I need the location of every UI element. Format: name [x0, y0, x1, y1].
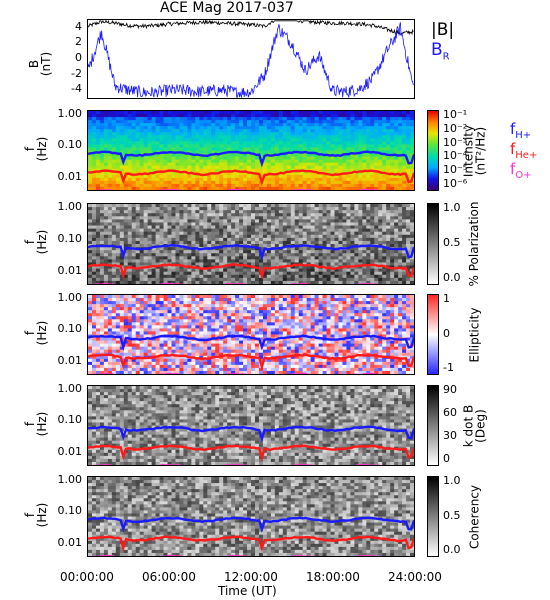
freq-ytick-label: 0.01: [57, 536, 83, 550]
coherency-colorbar-tick: 1.0: [443, 474, 461, 487]
ellipticity-spectrogram: [88, 295, 414, 374]
coherency-colorbar: [427, 476, 439, 557]
kdotb-spectrogram: [88, 386, 414, 465]
legend-b-total: |B|: [431, 20, 455, 40]
polarization-colorbar: [427, 203, 439, 285]
intensity-colorbar-label: Intensity (nT²/Hz): [461, 105, 487, 196]
freq-ytick-label: 0.01: [57, 264, 83, 278]
polarization-panel: [87, 203, 415, 285]
b-total-line: [88, 20, 414, 36]
ellipticity-colorbar-tick: 0: [443, 326, 450, 340]
freq-ytick-label: 0.01: [57, 354, 83, 368]
polarization-colorbar-label: % Polarization: [467, 201, 481, 287]
intensity-panel: [87, 110, 415, 191]
freq-ytick-label: 0.01: [57, 445, 83, 459]
kdotb-colorbar: [427, 385, 439, 466]
intensity-colorbar-tick: 10⁻²: [443, 121, 468, 135]
overlay-line-0: [88, 150, 414, 168]
coherency-colorbar-tick: 0.0: [443, 543, 461, 556]
intensity-colorbar-tick: 10⁻⁶: [443, 177, 468, 190]
coherency-colorbar-tick: 0.5: [443, 508, 461, 522]
x-tick-label: 18:00:00: [306, 570, 360, 584]
b-ylabel-unit: (nT): [39, 51, 53, 77]
freq-ytick-label: 1.00: [57, 472, 83, 486]
ellipticity-panel: [87, 294, 415, 375]
overlay-line-0: [88, 334, 414, 352]
b-ylabel: B (nT): [27, 44, 53, 84]
freq-ytick-label: 1.00: [57, 106, 83, 120]
kdotb-colorbar-tick: 90: [443, 383, 457, 396]
legend-f-item: fO+: [510, 162, 532, 183]
intensity-colorbar-tick: 10⁻¹: [443, 108, 468, 121]
b-radial-line: [88, 22, 414, 98]
x-tick-label: 06:00:00: [142, 570, 196, 584]
intensity-colorbar-tick: 10⁻⁵: [443, 163, 468, 177]
legend-f-main: f: [510, 120, 516, 138]
legend-f-item: fH+: [510, 122, 531, 143]
colorbar-label-line2: (nT²/Hz): [473, 126, 487, 175]
freq-ytick-label: 1.00: [57, 290, 83, 304]
legend-f-sub: He+: [515, 150, 538, 161]
coherency-panel: [87, 476, 415, 557]
intensity-colorbar-tick: 10⁻³: [443, 135, 468, 149]
freq-ytick-label: 0.01: [57, 170, 83, 184]
polarization-colorbar-tick: 1.0: [443, 201, 461, 214]
freq-ytick-label: 0.10: [57, 138, 83, 152]
intensity-spectrogram: [88, 111, 414, 190]
kdotb-colorbar-tick: 30: [443, 429, 457, 442]
x-tick-label: 24:00:00: [388, 570, 442, 584]
polarization-spectrogram: [88, 204, 414, 284]
intensity-colorbar-tick: 10⁻⁴: [443, 149, 468, 163]
legend-f-sub: O+: [515, 170, 532, 181]
overlay-line-0: [88, 243, 414, 262]
freq-ytick-label: 0.10: [57, 504, 83, 518]
overlay-line-1: [88, 263, 414, 280]
kdotb-panel: [87, 385, 415, 466]
freq-ytick-label: 0.10: [57, 322, 83, 336]
polarization-colorbar-tick: 0.0: [443, 271, 461, 284]
overlay-line-1: [88, 169, 414, 186]
legend-b-radial-main: B: [431, 40, 443, 60]
overlay-line-1: [88, 535, 414, 552]
b-field-panel: [87, 19, 415, 99]
b-ytick-label: 2: [75, 35, 82, 49]
x-tick-label: 00:00:00: [60, 570, 114, 584]
legend-f-sub: H+: [515, 130, 532, 141]
overlay-line-0: [88, 425, 414, 443]
x-tick-label: 12:00:00: [224, 570, 278, 584]
b-ytick-label: 4: [75, 19, 82, 33]
coherency-colorbar-label: Coherency: [467, 484, 481, 549]
b-ytick-label: 0: [75, 51, 82, 64]
x-axis-label: Time (UT): [218, 584, 277, 598]
ellipticity-colorbar-tick: 1: [443, 292, 450, 305]
freq-ytick-label: 1.00: [57, 199, 83, 213]
freq-ytick-label: 1.00: [57, 381, 83, 395]
overlay-line-1: [88, 444, 414, 462]
ellipticity-colorbar-tick: -1: [443, 361, 454, 374]
legend-f-item: fHe+: [510, 142, 537, 163]
kdotb-colorbar-label: k dot B (Deg): [461, 380, 487, 471]
overlay-line-1: [88, 353, 414, 371]
colorbar-label-line2: (Deg): [473, 408, 487, 443]
intensity-colorbar: [427, 110, 439, 191]
legend-f-main: f: [510, 160, 516, 178]
legend-b-radial: BR: [431, 42, 450, 65]
b-field-plot: [88, 20, 414, 98]
kdotb-colorbar-tick: 60: [443, 406, 457, 419]
ellipticity-colorbar: [427, 294, 439, 375]
legend-b-radial-sub: R: [442, 51, 450, 63]
b-ytick-label: -2: [71, 66, 82, 80]
b-ytick-label: -4: [71, 82, 82, 96]
overlay-line-0: [88, 516, 414, 533]
figure-title: ACE Mag 2017-037: [160, 0, 294, 16]
kdotb-colorbar-tick: 0: [443, 452, 450, 465]
ellipticity-colorbar-label: Ellipticity: [467, 307, 481, 362]
freq-ytick-label: 0.10: [57, 413, 83, 427]
coherency-spectrogram: [88, 477, 414, 556]
freq-ytick-label: 0.10: [57, 231, 83, 245]
legend-f-main: f: [510, 140, 516, 158]
polarization-colorbar-tick: 0.5: [443, 236, 461, 249]
